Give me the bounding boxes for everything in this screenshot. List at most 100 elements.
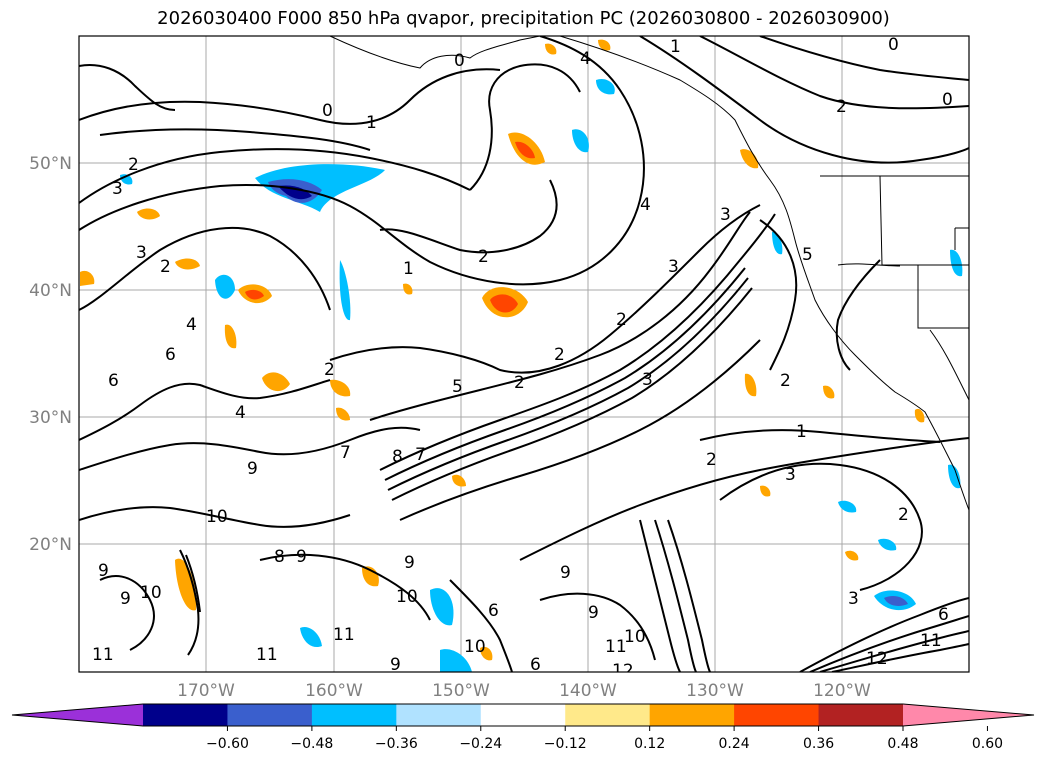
- lon-label: 130°W: [686, 681, 744, 701]
- map-border: [78, 35, 970, 673]
- contour-label: 2: [128, 155, 139, 175]
- latitude-labels: 50°N 40°N 30°N 20°N: [29, 154, 72, 555]
- contour-label: 6: [938, 605, 949, 625]
- colorbar-tick-label: 0.24: [719, 736, 750, 752]
- contour-label: 9: [588, 603, 599, 623]
- coastlines: [329, 36, 969, 511]
- colorbar-tick-label: 0.12: [634, 736, 665, 752]
- colorbar-segment: [818, 704, 904, 726]
- contour-label: 0: [454, 51, 465, 71]
- qvapor-contours: [79, 36, 969, 672]
- lon-label: 120°W: [813, 681, 871, 701]
- lon-label: 160°W: [305, 681, 363, 701]
- colorbar-extend-max: [903, 704, 1034, 726]
- contour-label: 2: [616, 310, 627, 330]
- contour-label: 4: [235, 403, 246, 423]
- contour-label: 6: [530, 655, 541, 675]
- colorbar-segment: [734, 704, 820, 726]
- contour-label: 4: [186, 315, 197, 335]
- contour-label: 12: [866, 649, 888, 669]
- contour-label: 3: [720, 205, 731, 225]
- longitude-labels: 170°W 160°W 150°W 140°W 130°W 120°W: [177, 681, 871, 701]
- contour-label: 3: [668, 257, 679, 277]
- colorbar-segment: [480, 704, 566, 726]
- contour-label: 9: [560, 563, 571, 583]
- contour-label: 0: [322, 101, 333, 121]
- lat-label: 30°N: [29, 408, 72, 428]
- colorbar-segment: [565, 704, 651, 726]
- contour-label: 8: [392, 447, 403, 467]
- colorbar-tick-label: 0.60: [972, 736, 1003, 752]
- contour-label: 6: [165, 345, 176, 365]
- contour-label: 1: [670, 37, 681, 57]
- contour-label: 5: [452, 377, 463, 397]
- contour-label: 1: [366, 113, 377, 133]
- contour-label: 11: [333, 625, 355, 645]
- contour-label: 2: [780, 371, 791, 391]
- precip-shading: [80, 39, 963, 672]
- contour-label: 0: [888, 35, 899, 55]
- contour-label: 4: [580, 49, 591, 69]
- colorbar-tick-label: −0.48: [290, 736, 333, 752]
- contour-label: 2: [554, 345, 565, 365]
- colorbar-extend-min: [12, 704, 143, 726]
- contour-label: 6: [108, 371, 119, 391]
- contour-label: 11: [920, 631, 942, 651]
- contour-label: 2: [706, 450, 717, 470]
- contour-label: 1: [796, 422, 807, 442]
- contour-label: 3: [848, 589, 859, 609]
- contour-label: 2: [160, 257, 171, 277]
- contour-label: 0: [942, 90, 953, 110]
- contour-label: 9: [390, 655, 401, 675]
- contour-label: 7: [415, 445, 426, 465]
- contour-label: 10: [624, 627, 646, 647]
- contour-label: 3: [642, 370, 653, 390]
- contour-label: 11: [605, 637, 627, 657]
- colorbar-segment: [311, 704, 397, 726]
- contour-label: 12: [612, 661, 634, 681]
- colorbar-segment: [227, 704, 313, 726]
- contour-label: 3: [785, 465, 796, 485]
- colorbar-tick-label: −0.24: [459, 736, 502, 752]
- contour-label: 9: [404, 553, 415, 573]
- colorbar-tick-label: 0.48: [887, 736, 918, 752]
- gridlines: [79, 36, 969, 672]
- lat-label: 50°N: [29, 154, 72, 174]
- contour-label: 9: [98, 561, 109, 581]
- colorbar-segment: [143, 704, 228, 726]
- contour-label: 2: [898, 505, 909, 525]
- contour-label: 4: [640, 195, 651, 215]
- contour-label: 6: [488, 601, 499, 621]
- contour-label: 9: [296, 547, 307, 567]
- contour-label: 2: [514, 373, 525, 393]
- chart-title: 2026030400 F000 850 hPa qvapor, precipit…: [157, 8, 890, 29]
- lon-label: 150°W: [432, 681, 490, 701]
- contour-label: 10: [396, 587, 418, 607]
- contour-label: 11: [256, 645, 278, 665]
- contour-label: 3: [112, 179, 123, 199]
- lat-label: 40°N: [29, 281, 72, 301]
- colorbar-tick-label: −0.12: [544, 736, 587, 752]
- colorbar-tick-label: −0.36: [375, 736, 418, 752]
- colorbar-segment: [396, 704, 482, 726]
- contour-label: 9: [247, 459, 258, 479]
- colorbar-outline: [11, 703, 1035, 727]
- contour-label: 1: [403, 259, 414, 279]
- contour-label: 10: [206, 507, 228, 527]
- contour-label: 7: [340, 443, 351, 463]
- contour-labels: 2 3 3 2 1 0 0 2 1 4 1 2 0 0 4 3 3 5 2 2 …: [92, 35, 953, 681]
- lon-label: 170°W: [177, 681, 235, 701]
- colorbar-tick-label: −0.60: [206, 736, 249, 752]
- contour-label: 3: [136, 243, 147, 263]
- colorbar: −0.60 −0.48 −0.36 −0.24 −0.12 0.12 0.24 0.36 0.4…: [11, 703, 1035, 752]
- contour-label: 2: [478, 247, 489, 267]
- contour-label: 10: [140, 583, 162, 603]
- lat-label: 20°N: [29, 535, 72, 555]
- contour-label: 8: [274, 547, 285, 567]
- contour-label: 11: [92, 645, 114, 665]
- contour-label: 5: [802, 245, 813, 265]
- contour-label: 9: [120, 589, 131, 609]
- contour-label: 10: [464, 637, 486, 657]
- contour-label: 2: [836, 97, 847, 117]
